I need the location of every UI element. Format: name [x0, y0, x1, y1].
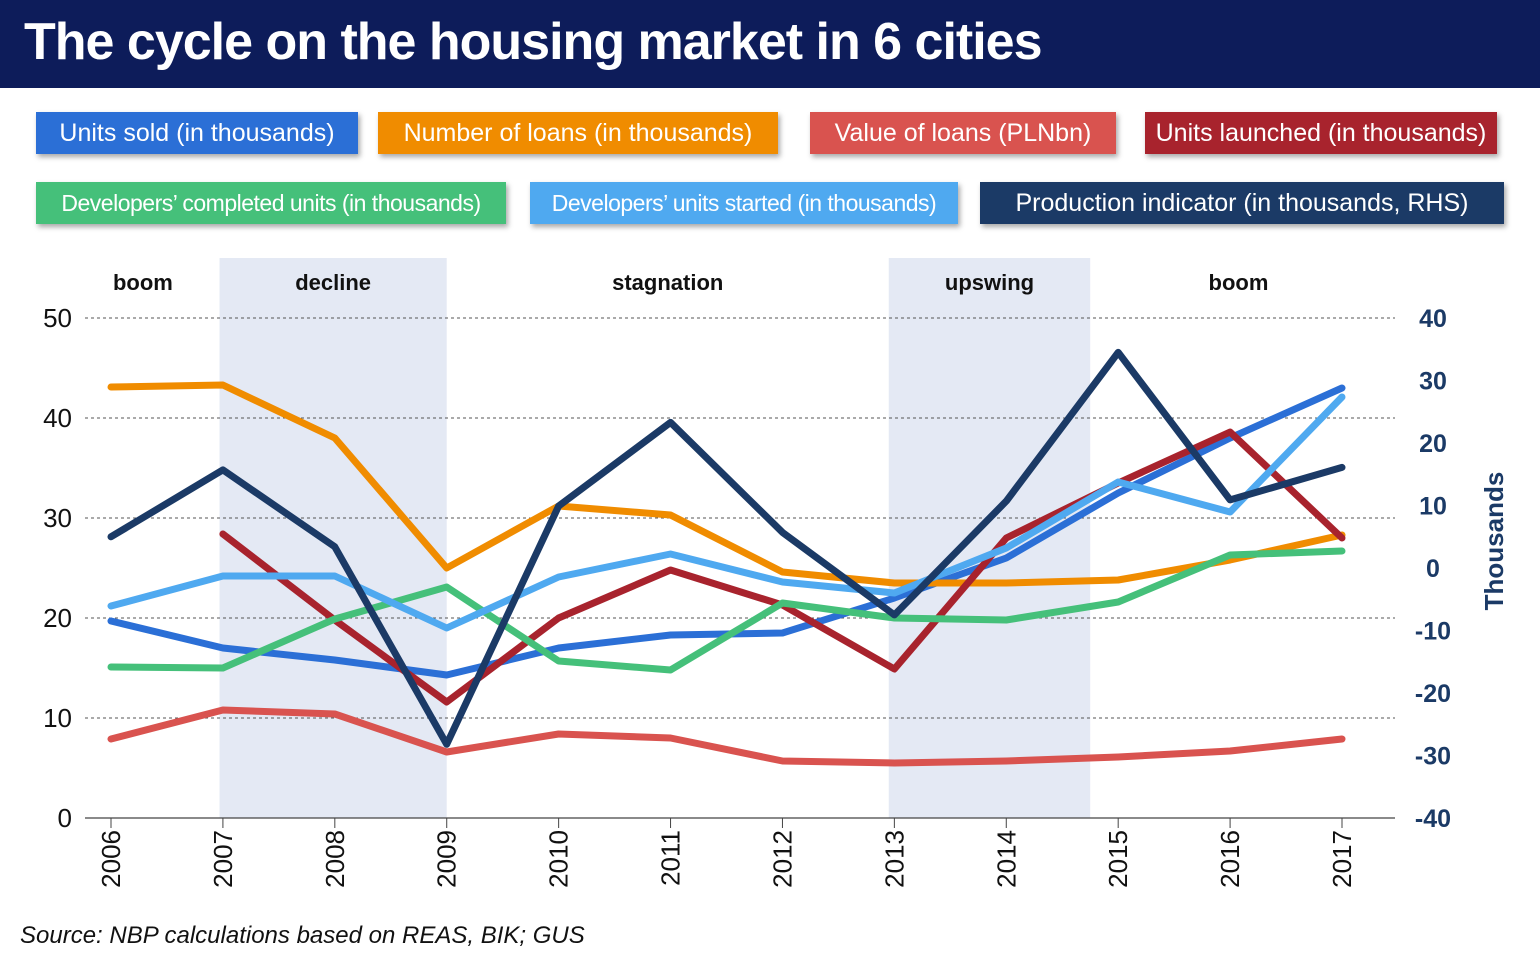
y-tick-label-4: 40	[43, 403, 72, 433]
x-tick-label-11: 2017	[1327, 830, 1357, 888]
y2-tick-label-7: 30	[1419, 368, 1447, 396]
y2-tick-label-6: 20	[1419, 430, 1447, 458]
line-chart: boom decline stagnation upswing boom 0 10 20 30 4…	[43, 258, 1509, 888]
chart-title: The cycle on the housing market in 6 cit…	[24, 13, 1043, 71]
y-tick-label-2: 20	[43, 603, 72, 633]
legend-production-indicator: Production indicator (in thousands, RHS)	[980, 182, 1504, 224]
y2-tick-label-0: -40	[1415, 805, 1451, 833]
phase-label-3: upswing	[945, 270, 1034, 295]
x-tick-label-1: 2007	[208, 830, 238, 888]
x-tick-label-0: 2006	[96, 830, 126, 888]
series-line-1	[107, 381, 1346, 587]
source-note: Source: NBP calculations based on REAS, …	[20, 922, 585, 949]
title-bar: The cycle on the housing market in 6 cit…	[0, 0, 1540, 88]
legend-developers-started: Developers’ units started (in thousands)	[530, 182, 958, 224]
series-line-2	[107, 706, 1346, 767]
x-tick-label-7: 2013	[879, 830, 909, 888]
phase-band-1	[219, 258, 447, 818]
legend-units-launched: Units launched (in thousands)	[1145, 112, 1497, 154]
x-tick-label-9: 2015	[1103, 830, 1133, 888]
phase-label-2: stagnation	[612, 270, 723, 295]
series-line-4	[107, 547, 1346, 674]
phase-band-3	[888, 258, 1091, 818]
x-tick-label-8: 2014	[991, 830, 1021, 888]
legend-units-sold: Units sold (in thousands)	[36, 112, 358, 154]
phase-label-4: boom	[1209, 270, 1269, 295]
legend-value-of-loans: Value of loans (PLNbn)	[810, 112, 1116, 154]
x-tick-label-3: 2009	[432, 830, 462, 888]
y-tick-label-1: 10	[43, 703, 72, 733]
x-tick-label-4: 2010	[544, 830, 574, 888]
y2-tick-label-2: -20	[1415, 680, 1451, 708]
phase-label-0: boom	[113, 270, 173, 295]
y-tick-label-3: 30	[43, 503, 72, 533]
series-line-5	[107, 393, 1346, 632]
x-tick-label-10: 2016	[1215, 830, 1245, 888]
y2-tick-label-3: -10	[1415, 618, 1451, 646]
series-line-6	[107, 348, 1346, 748]
y2-tick-label-4: 0	[1426, 555, 1440, 583]
y2-tick-label-5: 10	[1419, 493, 1447, 521]
y-tick-label-0: 0	[58, 803, 72, 833]
phase-label-1: decline	[295, 270, 371, 295]
x-tick-label-6: 2012	[767, 830, 797, 888]
y-tick-label-5: 50	[43, 303, 72, 333]
y2-tick-label-1: -30	[1415, 743, 1451, 771]
legend-number-of-loans: Number of loans (in thousands)	[378, 112, 778, 154]
x-tick-label-5: 2011	[656, 830, 686, 886]
y2-tick-label-8: 40	[1419, 305, 1447, 333]
y2-axis-label: Thousands	[1479, 472, 1509, 611]
x-tick-label-2: 2008	[320, 830, 350, 888]
legend-developers-completed: Developers’ completed units (in thousand…	[36, 182, 506, 224]
